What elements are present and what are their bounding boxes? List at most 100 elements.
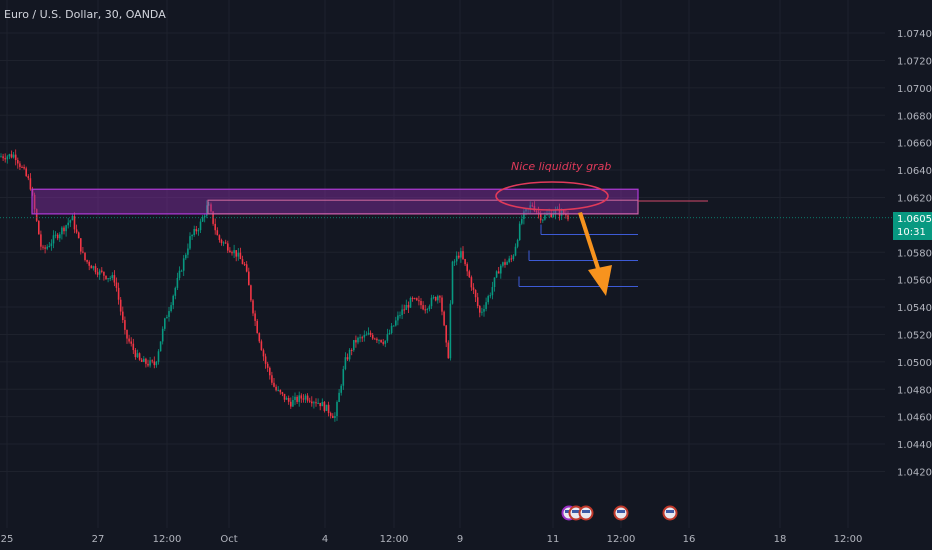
candle-body (67, 222, 69, 226)
candle-body (327, 404, 330, 414)
candle-body (109, 277, 111, 279)
candle-body (399, 315, 401, 317)
price-axis[interactable]: 1.07400 1.07200 1.07000 1.06800 1.06600 1.064… (897, 29, 932, 478)
event-flag-stripe (666, 510, 674, 513)
candle-body (365, 334, 368, 336)
candle-body (283, 393, 286, 400)
candle-body (237, 252, 240, 257)
candle-body (279, 389, 282, 393)
candle-body (500, 265, 502, 274)
current-price-tag: 1.06052 10:31 (893, 212, 932, 240)
time-axis[interactable]: 25 27 12:00 Oct 4 12:00 9 11 12:00 16 18 12:00 (1, 534, 863, 545)
candle-body (542, 219, 544, 221)
candle-body (88, 261, 90, 266)
candle-body (434, 297, 437, 301)
candle-body (302, 398, 305, 400)
candle-body (378, 339, 380, 341)
candle-body (464, 259, 466, 265)
candle-body (107, 278, 109, 280)
candle-body (521, 219, 523, 224)
candle-body (317, 402, 319, 404)
candle-body (71, 216, 74, 221)
candle-body (474, 289, 477, 298)
candle-body (344, 357, 347, 370)
y-tick-label: 1.06400 (897, 166, 932, 177)
candle-body (143, 358, 145, 362)
candle-body (119, 299, 122, 312)
candle-body (472, 287, 475, 290)
candle-body (294, 396, 296, 400)
candle-body (287, 397, 290, 402)
candle-body (470, 277, 473, 288)
candle-body (304, 395, 307, 400)
candle-body (170, 305, 172, 312)
x-tick-label: 4 (322, 534, 328, 545)
candle-body (516, 239, 519, 247)
arrow-shaft (578, 212, 601, 272)
candle-body (416, 298, 418, 301)
candle-body (147, 363, 149, 366)
candle-body (376, 338, 378, 341)
symbol-title[interactable]: Euro / U.S. Dollar, 30, OANDA (4, 8, 166, 21)
annotation-text[interactable]: Nice liquidity grab (511, 160, 612, 173)
candle-body (296, 396, 298, 402)
x-tick-label: 16 (683, 534, 696, 545)
candle-body (455, 255, 458, 262)
candle-body (552, 214, 555, 218)
candle-body (33, 194, 36, 210)
candle-body (134, 350, 137, 358)
candle-body (105, 275, 107, 279)
candle-body (275, 386, 277, 391)
candle-body (229, 250, 231, 253)
candle-body (166, 316, 168, 319)
candle-body (14, 154, 17, 161)
candle-body (101, 270, 103, 272)
y-tick-label: 1.05600 (897, 276, 932, 287)
candle-body (315, 402, 317, 404)
candle-body (441, 297, 443, 312)
candle-body (42, 246, 44, 248)
candle-body (262, 350, 265, 357)
candle-body (19, 163, 21, 167)
candle-body (117, 287, 120, 300)
candle-body (245, 264, 248, 272)
candle-body (35, 209, 38, 221)
candle-body (4, 158, 6, 160)
candle-body (514, 246, 517, 256)
candle-body (178, 270, 181, 278)
y-tick-label: 1.06600 (897, 139, 932, 150)
candle-body (546, 214, 548, 216)
candle-body (535, 210, 538, 212)
candle-body (216, 230, 219, 236)
candle-body (395, 320, 397, 326)
candle-body (40, 234, 42, 247)
economic-events[interactable] (561, 505, 678, 521)
candle-body (189, 236, 191, 249)
candle-body (401, 309, 403, 316)
y-tick-label: 1.07000 (897, 84, 932, 95)
bearish-arrow (578, 212, 612, 296)
candle-body (493, 277, 496, 288)
candle-body (115, 282, 118, 288)
candle-body (103, 271, 105, 276)
candle-body (52, 235, 55, 244)
y-tick-label: 1.04800 (897, 385, 932, 396)
candle-body (27, 176, 30, 179)
candle-body (560, 210, 563, 216)
candle-body (508, 258, 510, 262)
candle-body (126, 329, 128, 339)
candle-body (277, 389, 279, 391)
y-tick-label: 1.04400 (897, 440, 932, 451)
drawings-layer (0, 181, 893, 296)
candle-body (504, 262, 506, 265)
candle-body (428, 306, 431, 310)
candle-body (161, 328, 164, 342)
candle-body (155, 361, 158, 366)
candle-body (565, 213, 567, 216)
candle-body (407, 305, 410, 308)
candle-body (172, 295, 174, 306)
candle-body (264, 356, 267, 364)
candle-body (355, 340, 357, 343)
y-tick-label: 1.07400 (897, 29, 932, 40)
